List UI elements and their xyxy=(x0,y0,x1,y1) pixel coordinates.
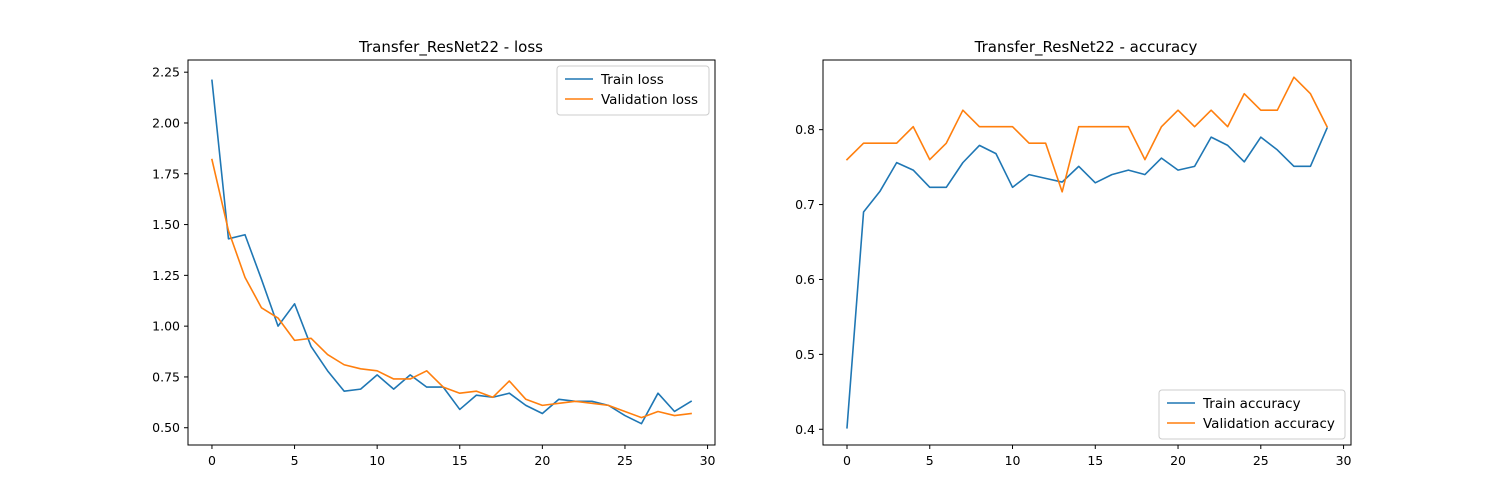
accuracy-legend-box xyxy=(1158,389,1346,440)
accuracy-x-tick-label: 30 xyxy=(1336,453,1352,468)
accuracy-y-tick-label: 0.7 xyxy=(795,197,815,212)
accuracy-legend-label: Validation accuracy xyxy=(1203,416,1335,432)
loss-x-tick-label: 10 xyxy=(369,453,385,468)
accuracy-x-tick-label: 20 xyxy=(1170,453,1186,468)
accuracy-y-tick-label: 0.6 xyxy=(795,272,815,287)
accuracy-chart-title: Transfer_ResNet22 - accuracy xyxy=(974,38,1198,57)
loss-series-line-validation xyxy=(210,158,692,419)
accuracy-chart-plot: 0 5 10 15 20 25 30 0.4 0.5 0.6 0.7 0.8 Train accurac… xyxy=(795,59,1352,468)
loss-x-tick-label: 0 xyxy=(208,453,216,468)
loss-y-tick-label: 0.50 xyxy=(152,420,180,435)
loss-x-tick-label: 30 xyxy=(700,453,716,468)
loss-y-tick-label: 1.25 xyxy=(152,268,180,283)
loss-y-tick-label: 1.00 xyxy=(152,319,180,334)
accuracy-y-tick-label: 0.4 xyxy=(795,422,815,437)
loss-x-tick-label: 20 xyxy=(534,453,550,468)
accuracy-y-tick-label: 0.5 xyxy=(795,347,815,362)
loss-chart-title: Transfer_ResNet22 - loss xyxy=(358,38,543,57)
accuracy-y-tick-label: 0.8 xyxy=(795,122,815,137)
loss-chart-plot: 0 5 10 15 20 25 30 0.50 0.75 1.00 1.25 1.50 1.75 2.00… xyxy=(152,59,716,468)
loss-x-tick-label: 5 xyxy=(291,453,299,468)
accuracy-series-line-train xyxy=(846,127,1329,429)
loss-y-tick-label: 2.00 xyxy=(152,115,180,130)
loss-axes-frame xyxy=(187,59,716,446)
loss-y-tick-label: 1.50 xyxy=(152,217,180,232)
accuracy-series-line-validation xyxy=(845,76,1329,193)
accuracy-x-tick-label: 10 xyxy=(1005,453,1021,468)
loss-legend-box xyxy=(556,65,710,116)
accuracy-x-tick-label: 25 xyxy=(1253,453,1269,468)
accuracy-x-tick-label: 15 xyxy=(1087,453,1103,468)
loss-x-tick-label: 25 xyxy=(617,453,633,468)
accuracy-legend-label: Train accuracy xyxy=(1202,396,1301,412)
accuracy-axes-frame xyxy=(822,59,1352,446)
loss-chart: Transfer_ResNet22 - loss 0 5 10 15 20 25 30 0.5… xyxy=(152,38,715,468)
loss-legend: Train loss Validation loss xyxy=(556,65,710,116)
accuracy-x-tick-label: 0 xyxy=(843,453,851,468)
loss-y-tick-label: 0.75 xyxy=(152,369,180,384)
accuracy-legend: Train accuracy Validation accuracy xyxy=(1158,389,1346,440)
loss-y-tick-label: 1.75 xyxy=(152,166,180,181)
loss-legend-label: Train loss xyxy=(600,72,664,88)
accuracy-chart: Transfer_ResNet22 - accuracy 0 5 10 15 20 25 3… xyxy=(795,38,1351,468)
loss-legend-label: Validation loss xyxy=(601,92,698,108)
loss-y-tick-label: 2.25 xyxy=(152,65,180,80)
loss-x-tick-label: 15 xyxy=(452,453,468,468)
accuracy-x-tick-label: 5 xyxy=(926,453,934,468)
